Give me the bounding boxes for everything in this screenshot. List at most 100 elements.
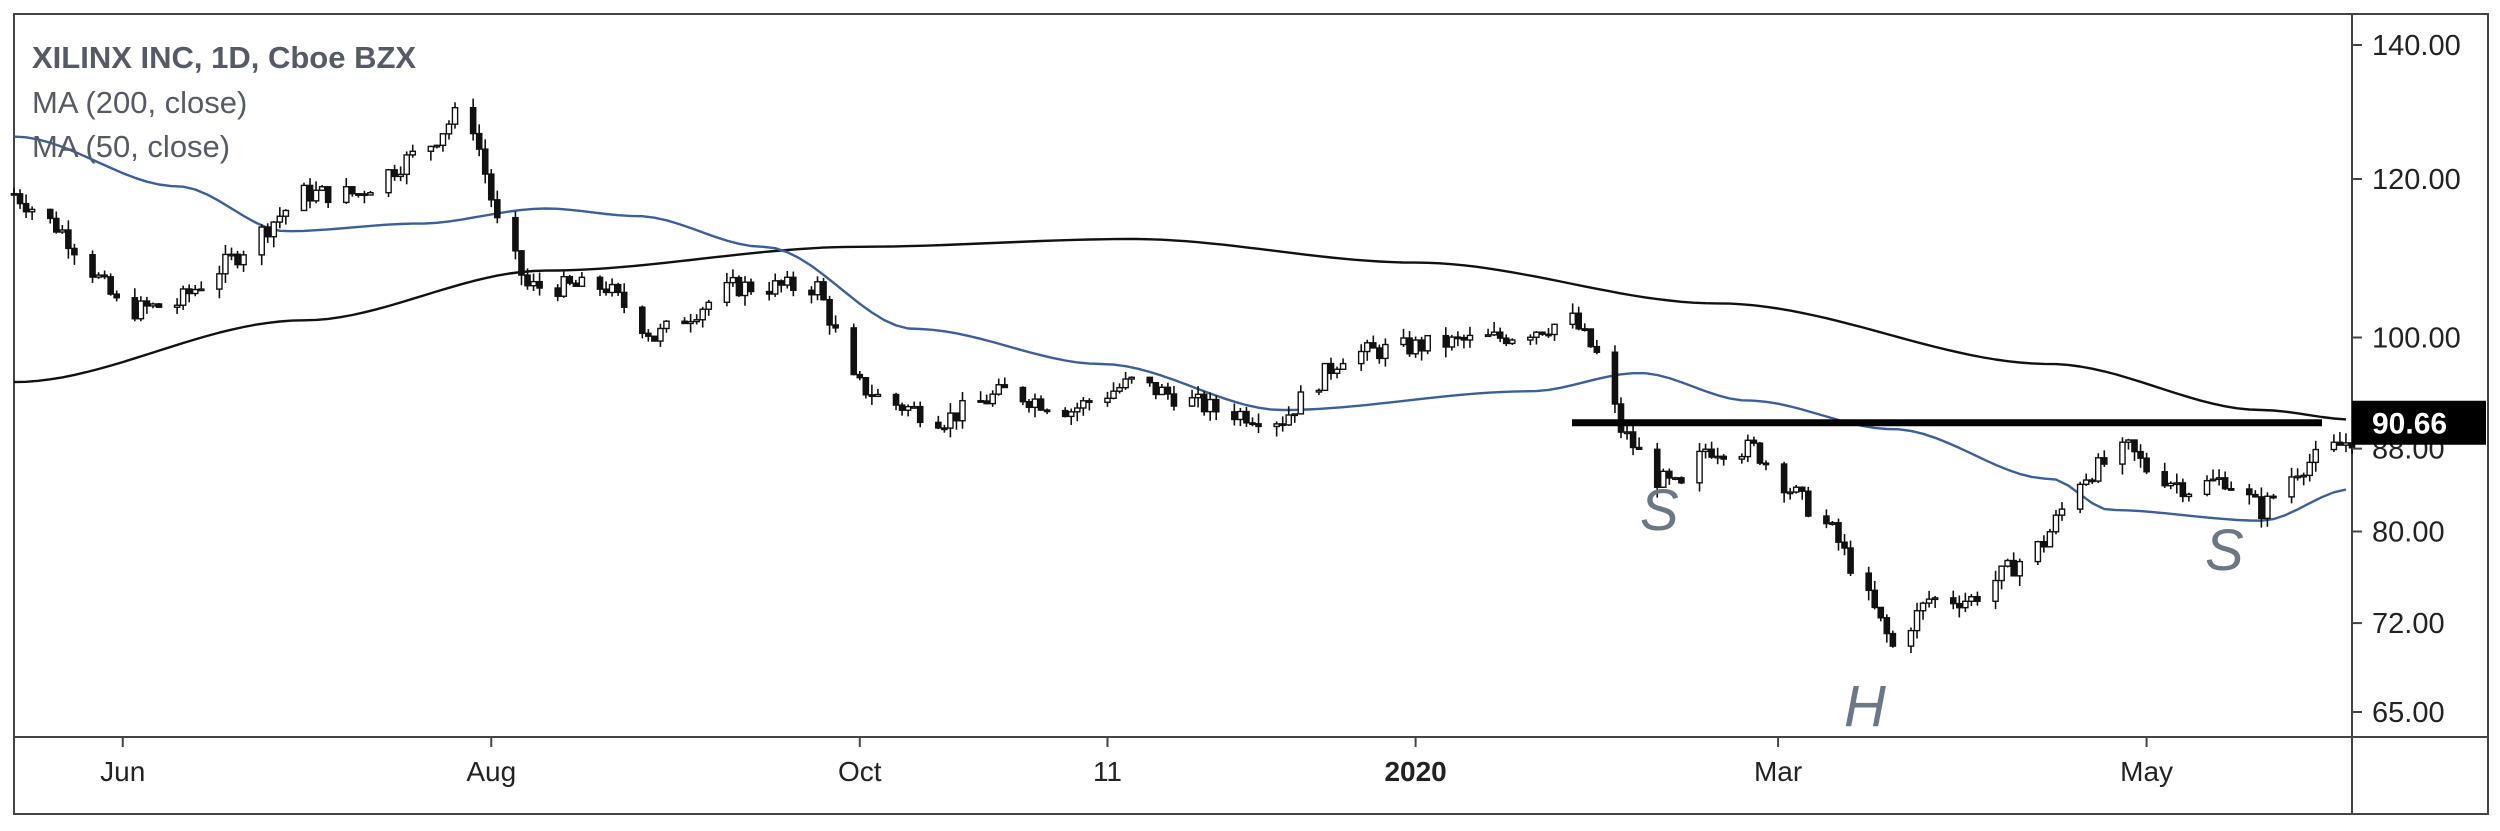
candle-body — [391, 169, 398, 178]
x-tick-label: May — [2120, 756, 2173, 787]
candle-body — [1696, 450, 1703, 484]
candle-body — [2131, 439, 2138, 453]
ma-200-line — [13, 237, 2347, 421]
candle-body — [959, 399, 966, 422]
candle-body — [113, 293, 121, 299]
candle-body — [1279, 423, 1286, 427]
candle-body — [2258, 496, 2265, 520]
candle-body — [258, 226, 265, 256]
candle-body — [1273, 423, 1280, 428]
x-tick-label: Mar — [1754, 756, 1802, 787]
candle-body — [1037, 398, 1045, 411]
candle-body — [282, 209, 290, 217]
candle-body — [270, 221, 278, 238]
candle-body — [1128, 376, 1135, 380]
candle-body — [681, 320, 688, 325]
candle-body — [916, 405, 924, 424]
candle-body — [699, 308, 707, 321]
candle-body — [832, 324, 839, 329]
candle-body — [409, 150, 417, 156]
candle-body — [355, 193, 362, 196]
candle-body — [1545, 333, 1552, 337]
candle-body — [771, 280, 779, 295]
candle-body — [850, 327, 858, 376]
candle-body — [1025, 400, 1033, 409]
candle-body — [1593, 345, 1601, 353]
candle-body — [1617, 403, 1625, 433]
candle-body — [65, 229, 72, 250]
candle-body — [1212, 398, 1220, 413]
candle-body — [935, 421, 942, 429]
candle-body — [1086, 400, 1093, 403]
candle-body — [1841, 541, 1848, 549]
candle-body — [1678, 477, 1685, 484]
candle-body — [747, 281, 755, 293]
candle-body — [1146, 376, 1154, 384]
candle-body — [1998, 565, 2005, 582]
candle-body — [222, 253, 229, 275]
candle-body — [1255, 423, 1262, 428]
candle-body — [1804, 490, 1812, 517]
candle-body — [2221, 477, 2229, 490]
candle-body — [1962, 600, 1969, 609]
candle-body — [185, 288, 193, 295]
candle-body — [2167, 482, 2175, 487]
candle-body — [2094, 457, 2102, 482]
candle-body — [2137, 450, 2144, 459]
candle-body — [1019, 386, 1027, 403]
candle-body — [1122, 378, 1129, 389]
candle-body — [1454, 336, 1462, 340]
candle-body — [1370, 342, 1377, 349]
legend-ma-50: MA (50, close) — [32, 129, 230, 164]
candle-body — [228, 253, 235, 257]
candle-body — [89, 254, 96, 278]
candle-body — [687, 320, 694, 325]
candle-body — [1442, 334, 1450, 348]
y-tick-label: 100.00 — [2372, 323, 2461, 355]
candle-body — [318, 186, 326, 191]
candle-body — [403, 154, 410, 176]
candle-body — [1460, 336, 1468, 341]
candle-body — [1611, 351, 1619, 405]
candle-body — [2342, 442, 2350, 446]
candle-body — [1406, 337, 1413, 355]
candle-body — [524, 274, 531, 287]
candle-body — [1708, 448, 1715, 458]
candle-body — [10, 192, 18, 196]
y-tick-label: 140.00 — [2372, 30, 2461, 62]
candle-body — [1666, 470, 1673, 479]
candle-body — [638, 306, 646, 334]
ma-50-line — [13, 135, 2347, 522]
candle-body — [1376, 347, 1383, 360]
candle-body — [705, 301, 713, 310]
candle-body — [1466, 334, 1474, 341]
candle-body — [385, 169, 392, 194]
candle-body — [2252, 493, 2259, 498]
candle-body — [1315, 389, 1323, 393]
candle-body — [765, 290, 773, 295]
candle-body — [2004, 559, 2011, 567]
candle-body — [361, 193, 368, 197]
candle-body — [216, 273, 223, 290]
candle-body — [1780, 463, 1788, 494]
candle-body — [28, 208, 36, 213]
candle-body — [46, 208, 54, 220]
candle-body — [2264, 495, 2271, 520]
candle-body — [2058, 508, 2066, 516]
candle-body — [2330, 441, 2338, 451]
legend-ma-200: MA (200, close) — [32, 85, 247, 120]
y-tick-label: 120.00 — [2372, 164, 2461, 196]
candle-body — [814, 281, 821, 296]
candle-body — [892, 393, 900, 406]
candle-body — [1043, 409, 1051, 413]
candle-body — [191, 288, 199, 295]
candle-body — [1672, 477, 1679, 480]
candle-body — [71, 247, 78, 256]
candle-body — [1539, 331, 1546, 335]
candle-body — [131, 297, 139, 320]
candle-body — [1031, 398, 1039, 409]
candle-body — [566, 275, 574, 284]
candle-body — [1883, 617, 1891, 635]
